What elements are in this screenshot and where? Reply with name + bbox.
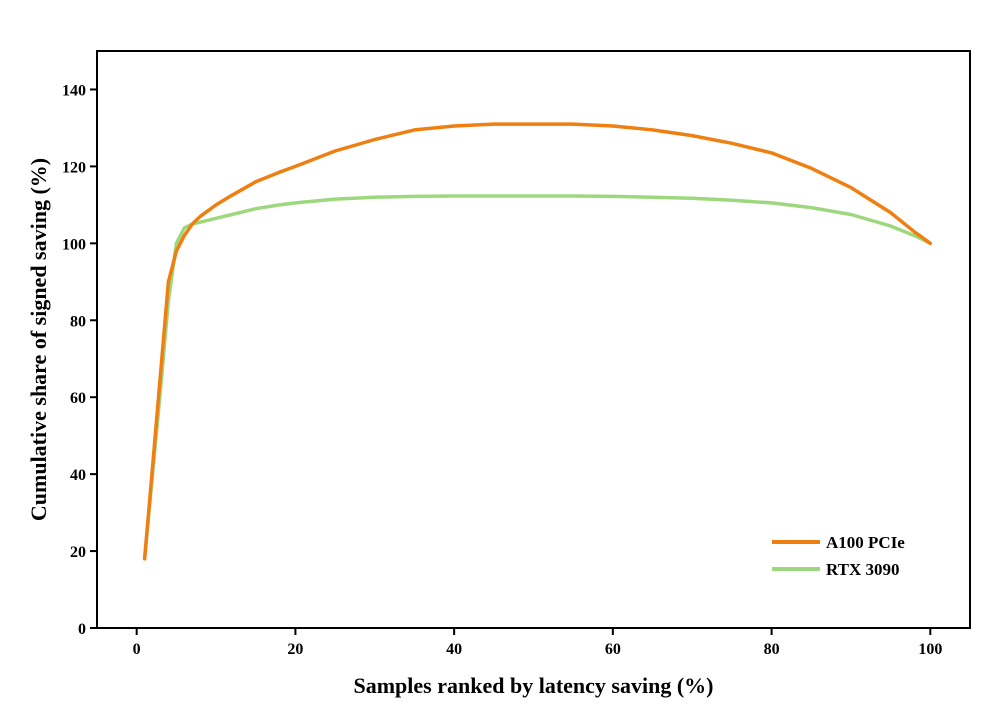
legend: A100 PCIe RTX 3090 (772, 533, 905, 579)
x-tick-label: 80 (764, 641, 780, 658)
x-tick-label: 0 (133, 641, 141, 658)
y-axis-title: Cumulative share of signed saving (%) (26, 158, 51, 521)
y-tick-label: 80 (70, 313, 86, 330)
legend-label-a100-pcie: A100 PCIe (826, 533, 905, 552)
x-tick-label: 40 (446, 641, 462, 658)
y-tick-label: 20 (70, 544, 86, 561)
plot-frame (96, 50, 971, 629)
y-tick-label: 140 (62, 82, 86, 99)
x-tick-label: 20 (287, 641, 303, 658)
y-axis: 0 20 40 60 80 100 120 140 (62, 82, 97, 638)
y-tick-label: 120 (62, 159, 86, 176)
y-tick-label: 40 (70, 467, 86, 484)
y-tick-label: 100 (62, 236, 86, 253)
legend-label-rtx-3090: RTX 3090 (826, 560, 900, 579)
x-tick-label: 100 (918, 641, 942, 658)
x-tick-label: 60 (605, 641, 621, 658)
series-line-rtx-3090 (142, 194, 933, 561)
series-line-a100-pcie (142, 122, 933, 561)
y-tick-label: 0 (78, 621, 86, 638)
plot-border (96, 50, 971, 629)
y-tick-label: 60 (70, 390, 86, 407)
x-axis: 0 20 40 60 80 100 (133, 628, 942, 658)
series-layer (142, 122, 933, 561)
x-axis-title: Samples ranked by latency saving (%) (354, 673, 714, 698)
